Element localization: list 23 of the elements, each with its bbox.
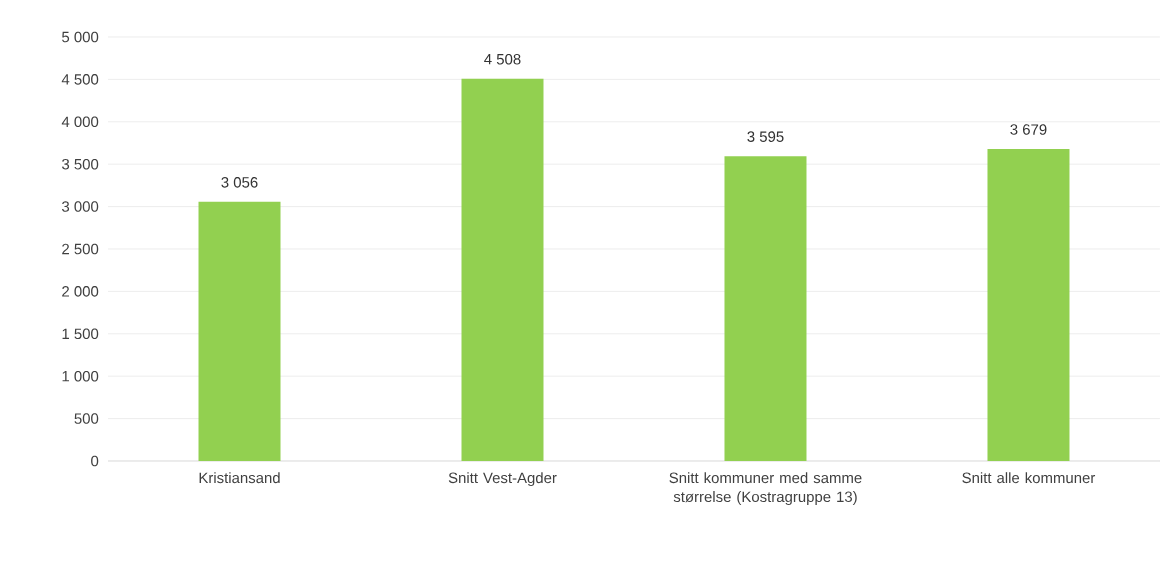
data-label: 3 595 (747, 131, 784, 142)
y-tick-label: 2 000 (62, 286, 99, 297)
y-tick-label: 500 (74, 413, 99, 424)
bar (198, 201, 281, 461)
y-tick-label: 1 000 (62, 370, 99, 382)
x-tick-label: Snitt alle kommuner (962, 472, 1096, 484)
x-tick-label: Snitt kommuner med samme størrelse (Kostragruppe 13) (669, 472, 862, 506)
data-label: 3 679 (1010, 124, 1047, 135)
y-tick-label: 0 (91, 455, 99, 467)
bar (724, 156, 807, 461)
x-tick-label: Snitt Vest-Agder (448, 472, 557, 487)
bar (987, 149, 1070, 461)
x-tick-label: Kristiansand (199, 472, 280, 484)
y-tick-label: 2 500 (62, 243, 99, 255)
y-tick-label: 4 000 (61, 116, 99, 128)
bar (461, 78, 544, 461)
y-tick-label: 3 000 (62, 201, 99, 212)
y-tick-label: 1 500 (62, 328, 99, 340)
y-tick-label: 3 500 (62, 158, 99, 170)
y-tick-label: 4 500 (61, 74, 99, 85)
y-tick-label: 5 000 (62, 31, 99, 43)
data-label: 3 056 (221, 177, 258, 188)
data-label: 4 508 (484, 53, 521, 65)
